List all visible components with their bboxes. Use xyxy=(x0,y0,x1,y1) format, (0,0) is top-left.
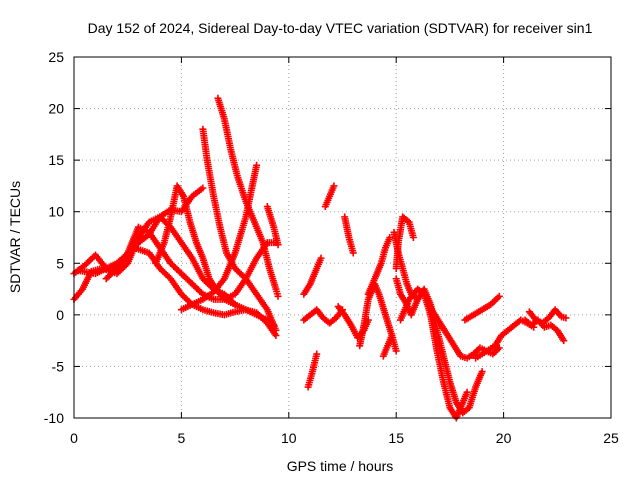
x-axis-ticks: 0 5 10 15 20 25 xyxy=(70,57,619,446)
y-tick-label: 25 xyxy=(48,49,64,65)
y-tick-label: 20 xyxy=(48,101,64,117)
data-point-marker xyxy=(495,292,503,300)
data-point-marker xyxy=(392,347,400,355)
y-tick-label: -10 xyxy=(44,410,64,426)
y-tick-label: 10 xyxy=(48,204,64,220)
chart-title: Day 152 of 2024, Sidereal Day-to-day VTE… xyxy=(88,20,593,36)
plot-frame xyxy=(73,56,612,419)
data-point-marker xyxy=(274,241,282,249)
data-point-marker xyxy=(388,331,396,339)
x-axis-label: GPS time / hours xyxy=(287,458,394,474)
data-point-marker xyxy=(409,234,417,241)
x-tick-label: 20 xyxy=(496,430,512,446)
y-tick-label: 5 xyxy=(56,255,64,271)
x-tick-label: 15 xyxy=(388,430,404,446)
data-point-marker xyxy=(317,254,325,262)
data-point-marker xyxy=(495,344,503,352)
x-tick-label: 0 xyxy=(70,430,78,446)
data-point-marker xyxy=(330,182,338,190)
y-tick-label: -5 xyxy=(52,358,65,374)
x-tick-label: 10 xyxy=(281,430,297,446)
data-point-marker xyxy=(463,388,471,396)
data-points xyxy=(70,94,570,422)
data-point-marker xyxy=(272,326,280,334)
data-point-marker xyxy=(349,249,357,257)
y-axis-ticks: -10 -5 0 5 10 15 20 25 xyxy=(44,49,611,426)
data-point-marker xyxy=(231,301,239,309)
data-point-marker xyxy=(274,292,282,300)
data-point-marker xyxy=(386,234,394,241)
data-point-marker xyxy=(478,368,486,376)
data-point-marker xyxy=(199,184,207,192)
data-point-marker xyxy=(562,314,570,322)
x-tick-label: 5 xyxy=(178,430,186,446)
y-tick-label: 0 xyxy=(56,307,64,323)
data-point-marker xyxy=(253,161,261,169)
y-axis-label: SDTVAR / TECUs xyxy=(7,181,23,293)
data-point-marker xyxy=(313,350,321,358)
x-tick-label: 25 xyxy=(603,430,619,446)
y-tick-label: 15 xyxy=(48,152,64,168)
data-point-marker xyxy=(560,337,568,345)
